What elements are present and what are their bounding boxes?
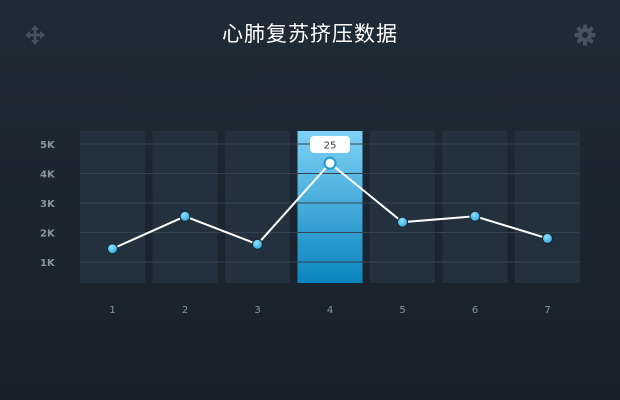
- page-title: 心肺复苏挤压数据: [222, 22, 398, 46]
- data-point[interactable]: [469, 210, 481, 222]
- column[interactable]: [370, 131, 435, 283]
- x-tick-label: 3: [254, 305, 260, 316]
- column[interactable]: [152, 131, 218, 283]
- data-point[interactable]: [397, 216, 408, 228]
- column-selected[interactable]: [297, 131, 363, 283]
- x-tick-label: 6: [472, 305, 478, 316]
- x-tick-label: 2: [182, 305, 188, 316]
- x-tick-label: 1: [109, 305, 115, 316]
- move-icon[interactable]: [24, 24, 46, 46]
- tooltip-box: [310, 136, 350, 153]
- data-point[interactable]: [542, 232, 553, 244]
- y-tick-label: 3K: [40, 199, 56, 210]
- y-tick-label: 2K: [40, 229, 56, 240]
- x-tick-label: 7: [544, 305, 550, 316]
- y-tick-label: 4K: [40, 170, 56, 181]
- column[interactable]: [225, 131, 290, 283]
- x-tick-label: 5: [399, 305, 405, 316]
- column[interactable]: [515, 131, 580, 283]
- data-point-selected[interactable]: [323, 156, 337, 170]
- y-tick-label: 1K: [40, 258, 56, 269]
- column[interactable]: [442, 131, 508, 283]
- x-tick-label: 4: [327, 305, 333, 316]
- data-point[interactable]: [179, 210, 191, 222]
- column[interactable]: [80, 131, 145, 283]
- y-tick-label: 5K: [40, 140, 56, 151]
- gear-icon[interactable]: [574, 24, 596, 46]
- data-point[interactable]: [252, 238, 263, 250]
- data-point[interactable]: [107, 243, 118, 255]
- tooltip-value: 25: [324, 141, 337, 152]
